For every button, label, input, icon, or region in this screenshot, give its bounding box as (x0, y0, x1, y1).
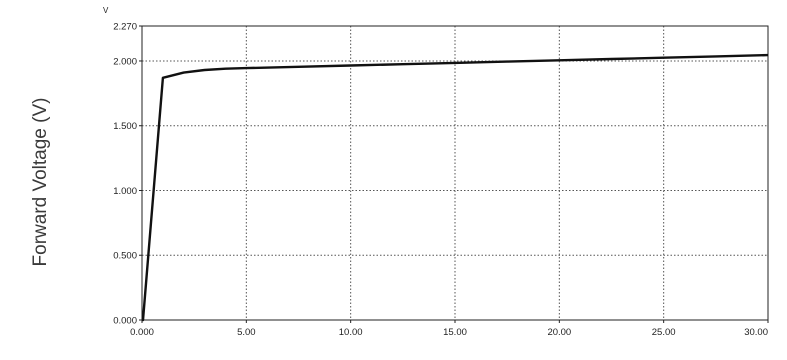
grid (142, 26, 768, 320)
y-tick-label: 0.000 (113, 316, 137, 327)
x-tick-label: 20.00 (547, 327, 571, 338)
y-axis-label: Forward Voltage (V) (30, 98, 51, 267)
y-tick-label: 2.270 (113, 22, 137, 33)
x-tick-label: 30.00 (744, 327, 768, 338)
y-axis-ticks: 0.000 0.500 1.000 1.500 2.000 2.270 (113, 22, 142, 327)
y-axis-unit: V (103, 6, 109, 15)
y-tick-label: 0.500 (113, 251, 137, 262)
series-layer (141, 53, 769, 322)
y-tick-label: 1.500 (113, 121, 137, 132)
y-tick-label: 1.000 (113, 186, 137, 197)
series-line (141, 53, 769, 322)
y-tick-label: 2.000 (113, 56, 137, 67)
x-tick-label: 0.000 (130, 327, 154, 338)
x-axis-ticks: 0.000 5.00 10.00 15.00 20.00 25.00 30.00 (130, 320, 769, 338)
x-tick-label: 5.00 (237, 327, 256, 338)
x-tick-label: 15.00 (443, 327, 467, 338)
x-tick-label: 25.00 (652, 327, 676, 338)
x-tick-label: 10.00 (339, 327, 363, 338)
